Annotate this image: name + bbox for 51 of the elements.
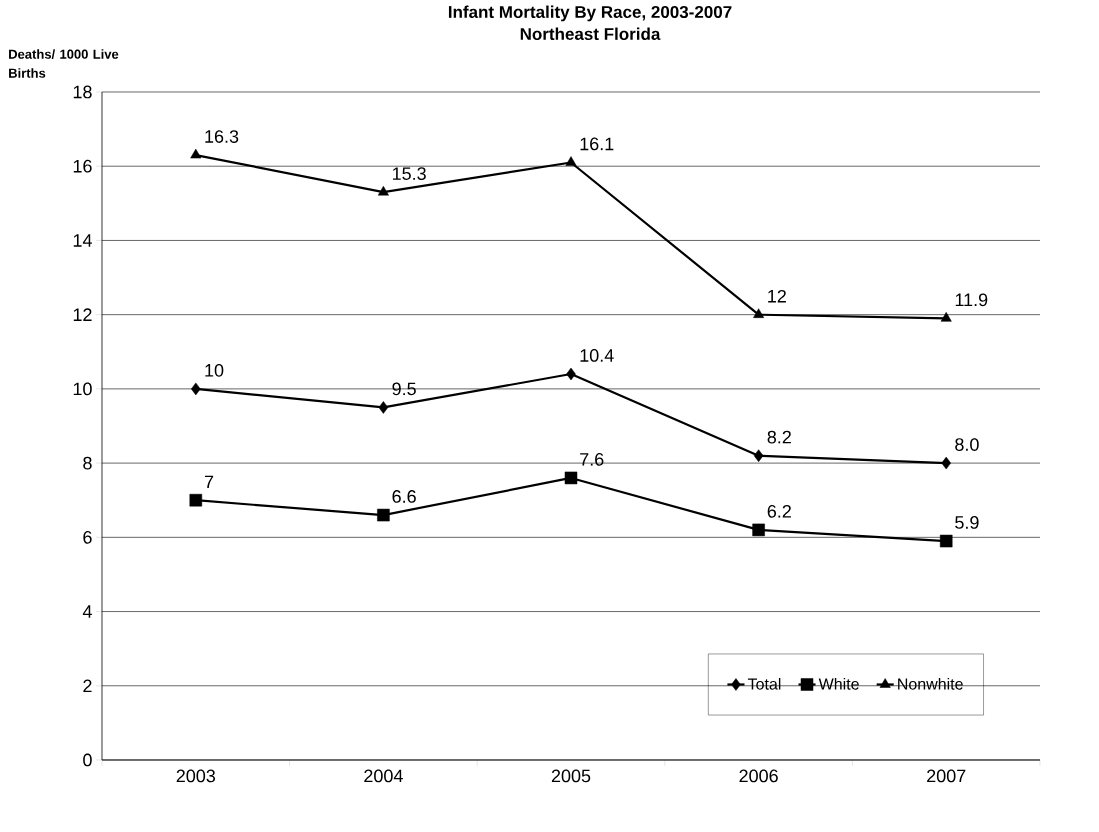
x-tick-label: 2003 [176,769,216,783]
x-tick-label: 2004 [364,769,403,783]
y-tick-label: 4 [82,605,92,618]
data-label: 7 [204,475,214,489]
data-label: 6.6 [392,490,416,503]
point [191,382,201,396]
data-label: 8.2 [767,430,791,444]
y-tick-label: 12 [73,308,92,321]
chart-subtitle: Northeast Florida [520,27,661,41]
data-label: 7.6 [580,453,604,466]
y-tick-label: 6 [83,530,92,544]
data-label: 16.1 [580,137,614,151]
point [753,308,765,318]
data-label: 11.9 [955,293,988,307]
data-label: 5.9 [955,516,979,529]
point [378,401,389,414]
point [565,156,577,166]
data-label: 6.2 [767,504,791,518]
legend-label: Total [747,677,781,690]
y-tick-label: 14 [73,234,92,247]
legend-label: Nonwhite [898,677,963,690]
y-tick-label: 8 [83,456,92,470]
x-tick-label: 2006 [739,769,778,783]
point [752,523,765,537]
point [753,449,764,462]
y-axis-title: Deaths/ 1000 Live Births [9,49,119,78]
point [377,185,389,196]
point [566,367,576,381]
legend-label: White [818,677,859,690]
point [564,471,578,485]
data-label: 15.3 [392,167,426,180]
x-tick-label: 2005 [551,769,591,783]
point [941,456,951,470]
y-tick-label: 18 [73,85,92,99]
data-label: 12 [768,289,786,303]
data-label: 10 [205,363,224,377]
point [940,312,952,322]
point [939,534,953,548]
chart-title: Infant Mortality By Race, 2003-2007 [448,5,732,22]
y-tick-label: 10 [73,382,92,396]
data-label: 9.5 [392,382,416,396]
y-tick-label: 2 [83,679,92,693]
point [189,493,203,507]
data-label: 10.4 [580,349,614,362]
x-tick-label: 2007 [927,769,966,783]
y-tick-label: 16 [73,159,92,173]
data-label: 8.0 [955,438,979,451]
point [190,148,202,159]
point [377,508,390,522]
data-label: 16.3 [205,130,239,143]
y-tick-label: 0 [83,753,92,767]
